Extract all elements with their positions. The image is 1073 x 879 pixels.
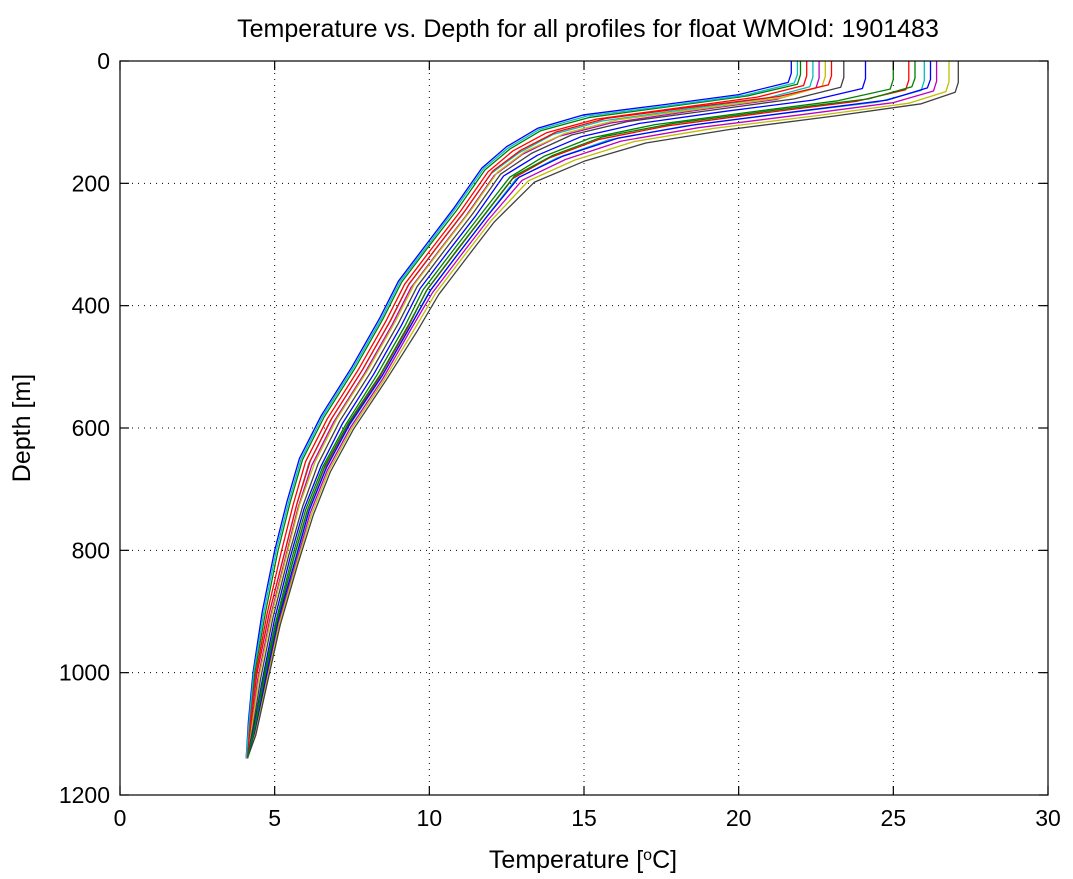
profile-line: [246, 61, 808, 759]
profile-line: [246, 61, 845, 759]
x-axis-label-superscript: o: [643, 847, 652, 864]
x-axis-label: Temperature [oC]: [489, 846, 677, 874]
y-tick-label: 1200: [59, 782, 110, 808]
y-tick-labels: 0 200 400 600 800 1000 1200: [59, 48, 110, 808]
profile-line: [246, 61, 938, 759]
grid-lines: [120, 61, 1048, 795]
chart-title: Temperature vs. Depth for all profiles f…: [237, 15, 939, 43]
profile-line: [246, 61, 932, 759]
profile-line: [245, 61, 792, 759]
profile-line: [246, 61, 959, 759]
x-tick-label: 20: [726, 805, 752, 831]
x-tick-label: 15: [571, 805, 597, 831]
y-tick-label: 600: [72, 415, 110, 441]
x-tick-label: 10: [417, 805, 443, 831]
axis-ticks: [119, 60, 1049, 796]
x-tick-label: 5: [268, 805, 281, 831]
x-tick-label: 0: [114, 805, 127, 831]
profile-line: [246, 61, 826, 759]
x-tick-label: 30: [1035, 805, 1061, 831]
profile-line: [245, 61, 799, 759]
profile-line: [246, 61, 867, 759]
x-tick-labels: 0 5 10 15 20 25 30: [114, 805, 1061, 831]
x-tick-label: 25: [881, 805, 907, 831]
y-tick-label: 0: [97, 48, 110, 74]
y-tick-label: 400: [72, 293, 110, 319]
x-axis-label-text: Temperature [: [489, 846, 643, 874]
profile-line: [246, 61, 894, 759]
profile-line: [246, 61, 820, 759]
profile-line: [246, 61, 950, 759]
y-tick-label: 200: [72, 170, 110, 196]
y-axis-label: Depth [m]: [8, 374, 36, 482]
y-tick-label: 1000: [59, 660, 110, 686]
x-axis-label-unit: C]: [652, 846, 677, 874]
profile-line: [246, 61, 833, 759]
y-tick-label: 800: [72, 537, 110, 563]
data-series: [245, 61, 959, 759]
profile-line: [246, 61, 802, 759]
profile-line: [246, 61, 916, 759]
